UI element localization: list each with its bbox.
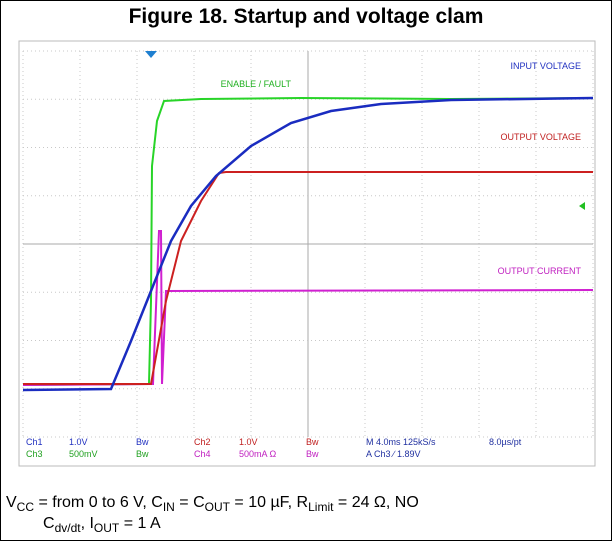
readout-text: 8.0µs/pt <box>489 437 522 447</box>
readout-text: 1.0V <box>69 437 88 447</box>
readout-text: Bw <box>136 449 149 459</box>
readout-text: Ch1 <box>26 437 43 447</box>
figure-title: Figure 18. Startup and voltage clam <box>128 5 484 28</box>
trace-label: INPUT VOLTAGE <box>510 61 581 71</box>
caption-subscript: CC <box>16 500 35 515</box>
readout-text: Bw <box>306 449 319 459</box>
readout-text: 500mA Ω <box>239 449 277 459</box>
trigger-marker <box>145 51 157 58</box>
screen-frame <box>18 40 596 467</box>
caption-subscript: IN <box>162 500 175 515</box>
readout-text: M 4.0ms 125kS/s <box>366 437 436 447</box>
caption-line: VCC = from 0 to 6 V, CIN = COUT = 10 µF,… <box>6 494 419 514</box>
caption-subscript: OUT <box>204 500 230 515</box>
caption-subscript: Limit <box>308 500 334 515</box>
grid <box>22 50 594 438</box>
readout-text: Ch2 <box>194 437 211 447</box>
trigger-level-marker <box>579 202 585 210</box>
input-trace <box>22 96 594 392</box>
readout-text: Ch4 <box>194 449 211 459</box>
caption-text: = 10 µF, R <box>229 494 309 511</box>
trace-label: OUTPUT VOLTAGE <box>500 132 581 142</box>
trace-label: ENABLE / FAULT <box>221 79 292 89</box>
caption-line: Cdv/dt, IOUT = 1 A <box>43 515 161 535</box>
caption-text: V <box>6 494 17 511</box>
caption-text: = from 0 to 6 V, C <box>34 494 163 511</box>
readout-text: Ch3 <box>26 449 43 459</box>
readout-text: Bw <box>136 437 149 447</box>
enable-trace <box>22 96 594 386</box>
trace-label: OUTPUT CURRENT <box>498 266 582 276</box>
caption-text: = 1 A <box>119 515 161 532</box>
current-trace <box>22 230 594 386</box>
readout-text: 500mV <box>69 449 98 459</box>
caption-subscript: OUT <box>93 521 120 536</box>
caption-text: = C <box>174 494 205 511</box>
readout-text: 1.0V <box>239 437 258 447</box>
readout-text: A Ch3 ∕ 1.89V <box>366 449 421 459</box>
output-trace <box>23 171 593 385</box>
readout-text: Bw <box>306 437 319 447</box>
caption-text: C <box>43 515 55 532</box>
caption-subscript: dv/dt <box>54 521 81 536</box>
caption-text: = 24 Ω, NO <box>333 494 419 511</box>
readout: Ch1 1.0V Bw Ch2 1.0V Bw M 4.0ms 125kS/s 8.0µs/p… <box>26 437 522 459</box>
caption-text: , I <box>80 515 94 532</box>
